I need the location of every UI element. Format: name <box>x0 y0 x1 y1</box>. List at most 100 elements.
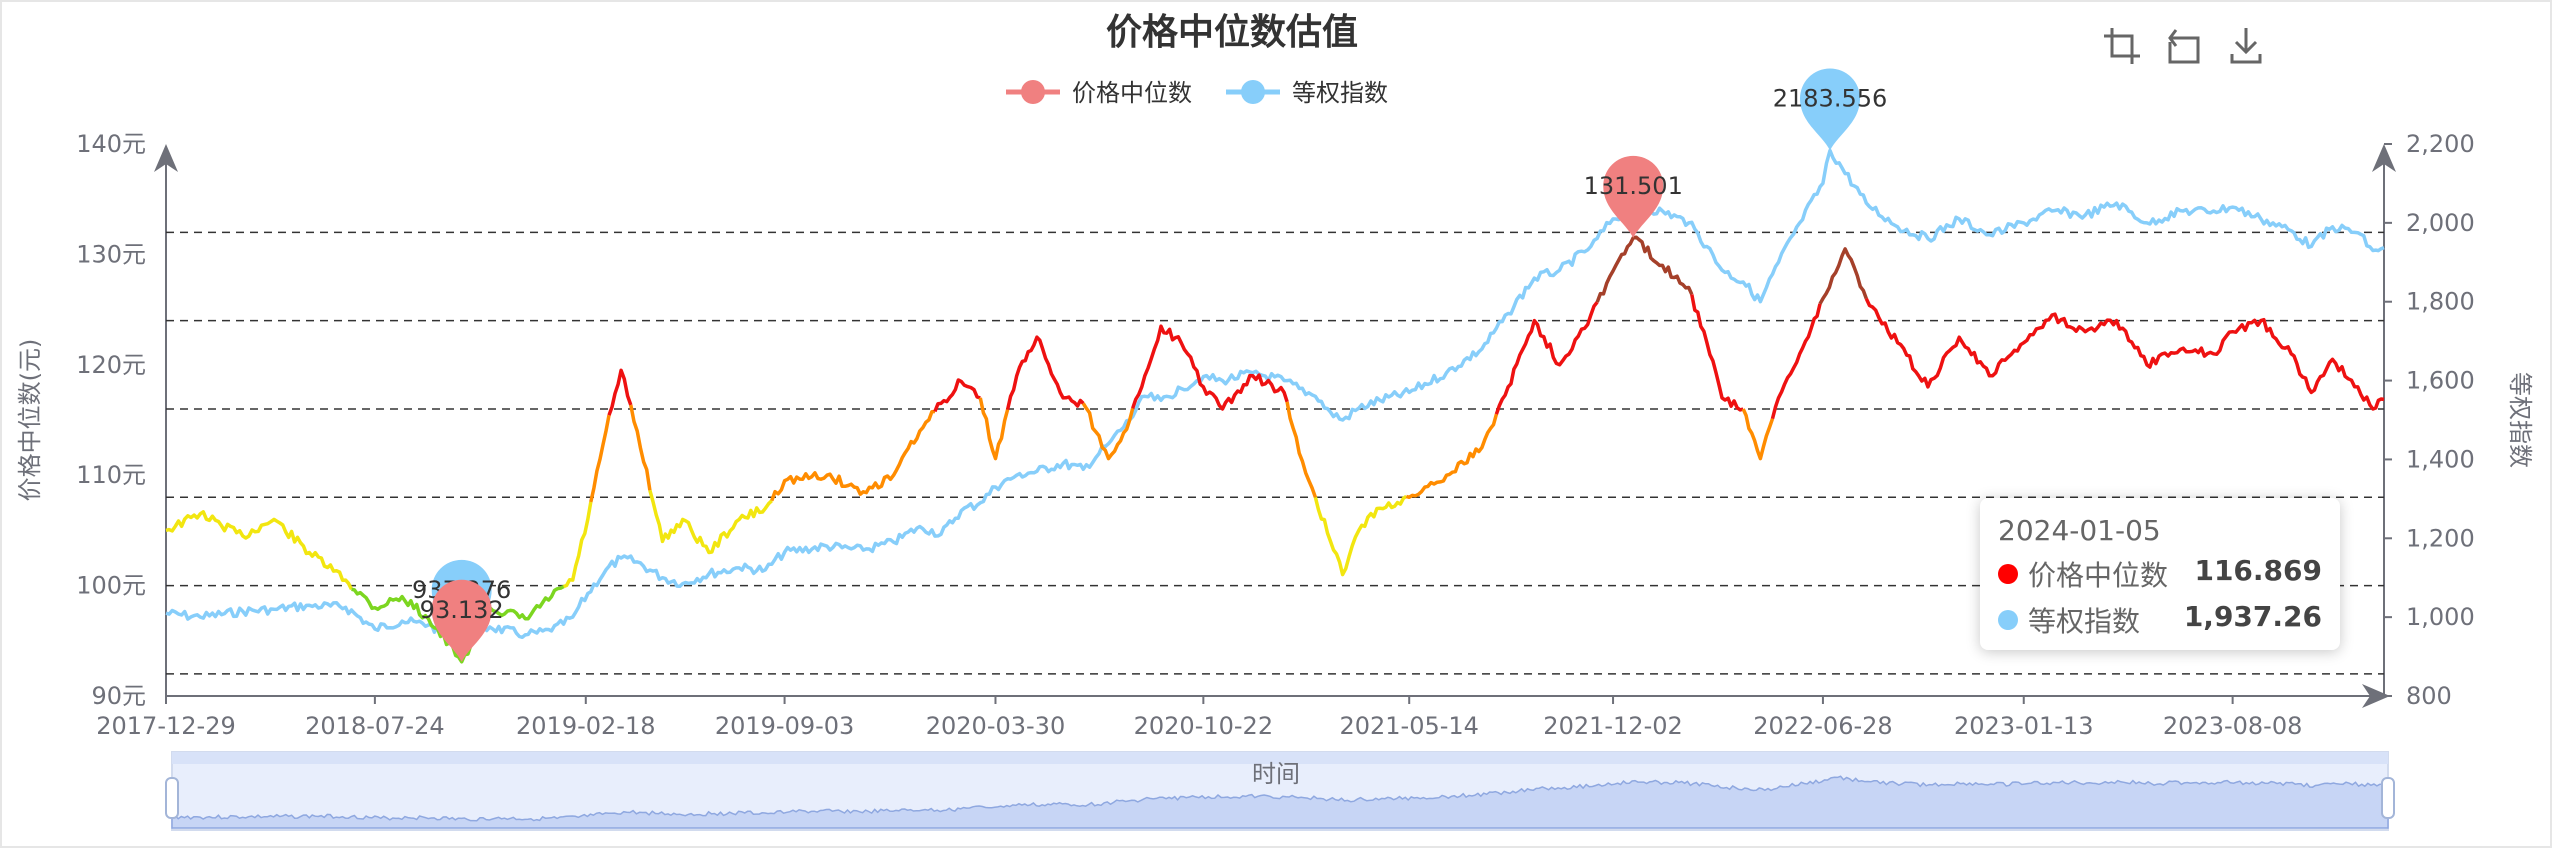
x-tick-2: 2019-02-18 <box>516 712 655 740</box>
y-tick-right-7: 2,200 <box>2406 130 2475 158</box>
legend-label-index: 等权指数 <box>1292 79 1388 107</box>
series-segment-median-15[interactable] <box>1405 413 1499 500</box>
series-segment-median-22[interactable] <box>1864 297 2385 411</box>
series-equal-weight-index[interactable] <box>165 148 2385 646</box>
series-segment-median-16[interactable] <box>1494 301 1599 415</box>
series-segment-median-7[interactable] <box>770 409 936 502</box>
series-segment-median-21[interactable] <box>1818 247 1868 305</box>
download-icon[interactable] <box>2226 24 2270 68</box>
y-tick-right-4: 1,600 <box>2406 367 2475 395</box>
series-segment-median-11[interactable] <box>1081 402 1135 461</box>
x-tick-1: 2018-07-24 <box>305 712 444 740</box>
y-tick-right-6: 2,000 <box>2406 209 2475 237</box>
tooltip-name-index: 等权指数 <box>2028 605 2141 638</box>
markpoint-pin-index-max <box>1800 68 1861 151</box>
y-axis-left-arrow <box>154 144 178 172</box>
tooltip: 2024-01-05 价格中位数 116.869 等权指数 1,937.26 <box>1980 498 2340 650</box>
markpoint-pin-median-min <box>431 579 492 662</box>
markpoint-index-max: 2183.556 <box>1773 68 1888 151</box>
y-tick-right-1: 1,000 <box>2406 603 2475 631</box>
markpoint-label-index-max: 2183.556 <box>1773 84 1888 112</box>
x-tick-7: 2021-12-02 <box>1543 712 1682 740</box>
datazoom-top-bar[interactable] <box>172 752 2388 764</box>
y-axis-right-name: 等权指数 <box>2506 372 2534 468</box>
y-tick-left-4: 130元 <box>76 240 146 268</box>
markpoint-pin-median-max <box>1603 155 1664 238</box>
x-axis-arrow <box>2362 684 2390 708</box>
x-ticks: 2017-12-29 2018-07-24 2019-02-18 2019-09-03… <box>96 696 2302 740</box>
legend[interactable]: 价格中位数 等权指数 <box>1006 79 1388 107</box>
markpoint-median-max: 131.501 <box>1584 155 1683 238</box>
datazoom-label: 时间 <box>1252 760 1300 788</box>
y-tick-right-2: 1,200 <box>2406 524 2475 552</box>
series-segment-median-0[interactable] <box>165 510 354 591</box>
series-segment-median-6[interactable] <box>648 489 773 555</box>
series-segment-median-5[interactable] <box>629 404 652 491</box>
legend-item-index[interactable]: 等权指数 <box>1226 79 1388 107</box>
series-segment-median-10[interactable] <box>1005 335 1085 410</box>
y-ticks-left: 90元 100元 110元 120元 130元 140元 <box>76 130 146 710</box>
x-tick-0: 2017-12-29 <box>96 712 235 740</box>
x-tick-6: 2021-05-14 <box>1339 712 1478 740</box>
x-tick-5: 2020-10-22 <box>1134 712 1273 740</box>
y-tick-right-5: 1,800 <box>2406 288 2475 316</box>
series-price-median[interactable] <box>165 235 2385 664</box>
chart-title: 价格中位数估值 <box>1106 12 1358 53</box>
series-segment-median-2[interactable] <box>562 501 593 589</box>
y-tick-left-2: 110元 <box>76 461 146 489</box>
tooltip-name-median: 价格中位数 <box>2028 559 2169 592</box>
tooltip-dot-median <box>1998 564 2018 584</box>
tooltip-row-median: 价格中位数 116.869 <box>1998 554 2322 594</box>
tooltip-value-median: 116.869 <box>2194 554 2322 587</box>
legend-marker-index <box>1241 80 1265 104</box>
datazoom-slider[interactable]: 时间 <box>165 751 2395 831</box>
x-tick-10: 2023-08-08 <box>2163 712 2302 740</box>
y-tick-left-5: 140元 <box>76 130 146 158</box>
y-tick-left-1: 100元 <box>76 572 146 600</box>
markpoint-label-median-min: 93.132 <box>420 596 504 624</box>
x-tick-4: 2020-03-30 <box>926 712 1065 740</box>
y-tick-right-3: 1,400 <box>2406 445 2475 473</box>
toolbox[interactable] <box>2100 24 2270 68</box>
tooltip-date: 2024-01-05 <box>1998 514 2161 547</box>
tooltip-row-index: 等权指数 1,937.26 <box>1998 600 2322 640</box>
series-segment-median-1[interactable] <box>351 585 565 664</box>
datazoom-preview <box>171 775 2389 829</box>
y-tick-right-0: 800 <box>2406 682 2452 710</box>
legend-label-median: 价格中位数 <box>1072 79 1192 107</box>
datazoom-handle-right[interactable] <box>2381 777 2395 819</box>
series-segment-median-9[interactable] <box>978 397 1010 461</box>
zoom-icon[interactable] <box>2100 24 2144 68</box>
series-segment-median-19[interactable] <box>1741 408 1775 461</box>
tooltip-value-index: 1,937.26 <box>2183 600 2322 633</box>
series-segment-median-17[interactable] <box>1595 235 1694 303</box>
series-segment-median-12[interactable] <box>1131 324 1289 411</box>
restore-icon[interactable] <box>2164 24 2208 68</box>
markpoint-median-min: 93.132 <box>420 579 504 662</box>
series-segment-median-8[interactable] <box>933 378 981 413</box>
markpoint-label-median-max: 131.501 <box>1584 172 1683 200</box>
legend-item-median[interactable]: 价格中位数 <box>1006 79 1192 107</box>
datazoom-handle-left[interactable] <box>165 777 179 819</box>
y-ticks-right: 800 1,000 1,200 1,400 1,600 1,800 2,000 2,200 <box>2384 130 2475 710</box>
axes: 价格中位数(元) 等权指数 <box>16 144 2534 708</box>
series-segment-median-13[interactable] <box>1285 401 1318 498</box>
series-segment-median-4[interactable] <box>607 368 633 416</box>
tooltip-dot-index <box>1998 610 2018 630</box>
y-axis-right-arrow <box>2372 144 2396 172</box>
y-tick-left-0: 90元 <box>91 682 146 710</box>
series-segment-median-3[interactable] <box>589 414 611 503</box>
legend-marker-median <box>1021 80 1045 104</box>
series-line-index[interactable] <box>165 148 2385 646</box>
series-segment-median-14[interactable] <box>1313 494 1408 577</box>
y-axis-left-name: 价格中位数(元) <box>16 339 44 502</box>
x-tick-8: 2022-06-28 <box>1753 712 1892 740</box>
series-segment-median-20[interactable] <box>1770 303 1822 420</box>
x-tick-9: 2023-01-13 <box>1954 712 2093 740</box>
series-segment-median-18[interactable] <box>1690 294 1744 412</box>
y-tick-left-3: 120元 <box>76 351 146 379</box>
